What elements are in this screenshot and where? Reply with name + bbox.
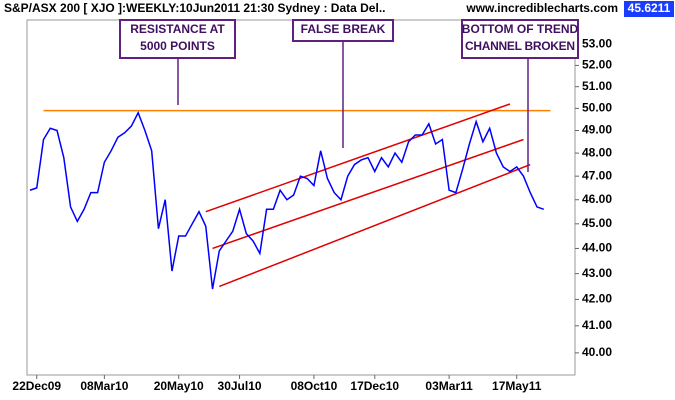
y-tick-label: 46.00 (582, 192, 612, 206)
price-line (29, 110, 545, 290)
y-tick-label: 47.00 (582, 168, 612, 182)
y-tick-label: 42.00 (582, 292, 612, 306)
x-tick-label: 20May10 (154, 379, 204, 393)
last-price: 45.6211 (628, 1, 671, 15)
y-tick-label: 53.00 (582, 37, 612, 51)
annotation-text: FALSE BREAK (301, 22, 386, 36)
x-tick-label: 08Oct10 (291, 379, 338, 393)
annotation-box (292, 19, 394, 42)
annotation-text: 5000 POINTS (140, 39, 215, 53)
y-tick-label: 51.00 (582, 79, 612, 93)
source: www.incrediblecharts.com (465, 1, 618, 15)
x-tick-label: 17May11 (492, 379, 542, 393)
x-tick-label: 30Jul10 (218, 379, 262, 393)
chart-title: S&P/ASX 200 [ XJO ]:WEEKLY:10Jun2011 21:… (4, 1, 386, 15)
annotation-box (119, 19, 236, 59)
annotation-text: BOTTOM OF TREND (462, 22, 579, 36)
x-tick-label: 17Dec10 (350, 379, 399, 393)
y-tick-label: 45.00 (582, 216, 612, 230)
y-tick-label: 48.00 (582, 145, 612, 159)
trend-line (219, 163, 531, 288)
annotation-box (461, 19, 579, 59)
y-tick-label: 40.00 (582, 345, 612, 359)
annotation-text: RESISTANCE AT (130, 22, 225, 36)
trend-line (205, 103, 511, 213)
y-tick-label: 41.00 (582, 318, 612, 332)
x-tick-label: 22Dec09 (12, 379, 61, 393)
price-box (624, 1, 674, 17)
y-tick-label: 44.00 (582, 241, 612, 255)
y-tick-label: 43.00 (582, 266, 612, 280)
plot-area (26, 19, 576, 376)
y-tick-label: 52.00 (582, 58, 612, 72)
x-tick-label: 08Mar10 (80, 379, 128, 393)
y-tick-label: 49.00 (582, 123, 612, 137)
x-tick-label: 03Mar11 (425, 379, 473, 393)
y-tick-label: 50.00 (582, 101, 612, 115)
annotation-text: CHANNEL BROKEN (465, 39, 575, 53)
trend-line (212, 138, 524, 250)
